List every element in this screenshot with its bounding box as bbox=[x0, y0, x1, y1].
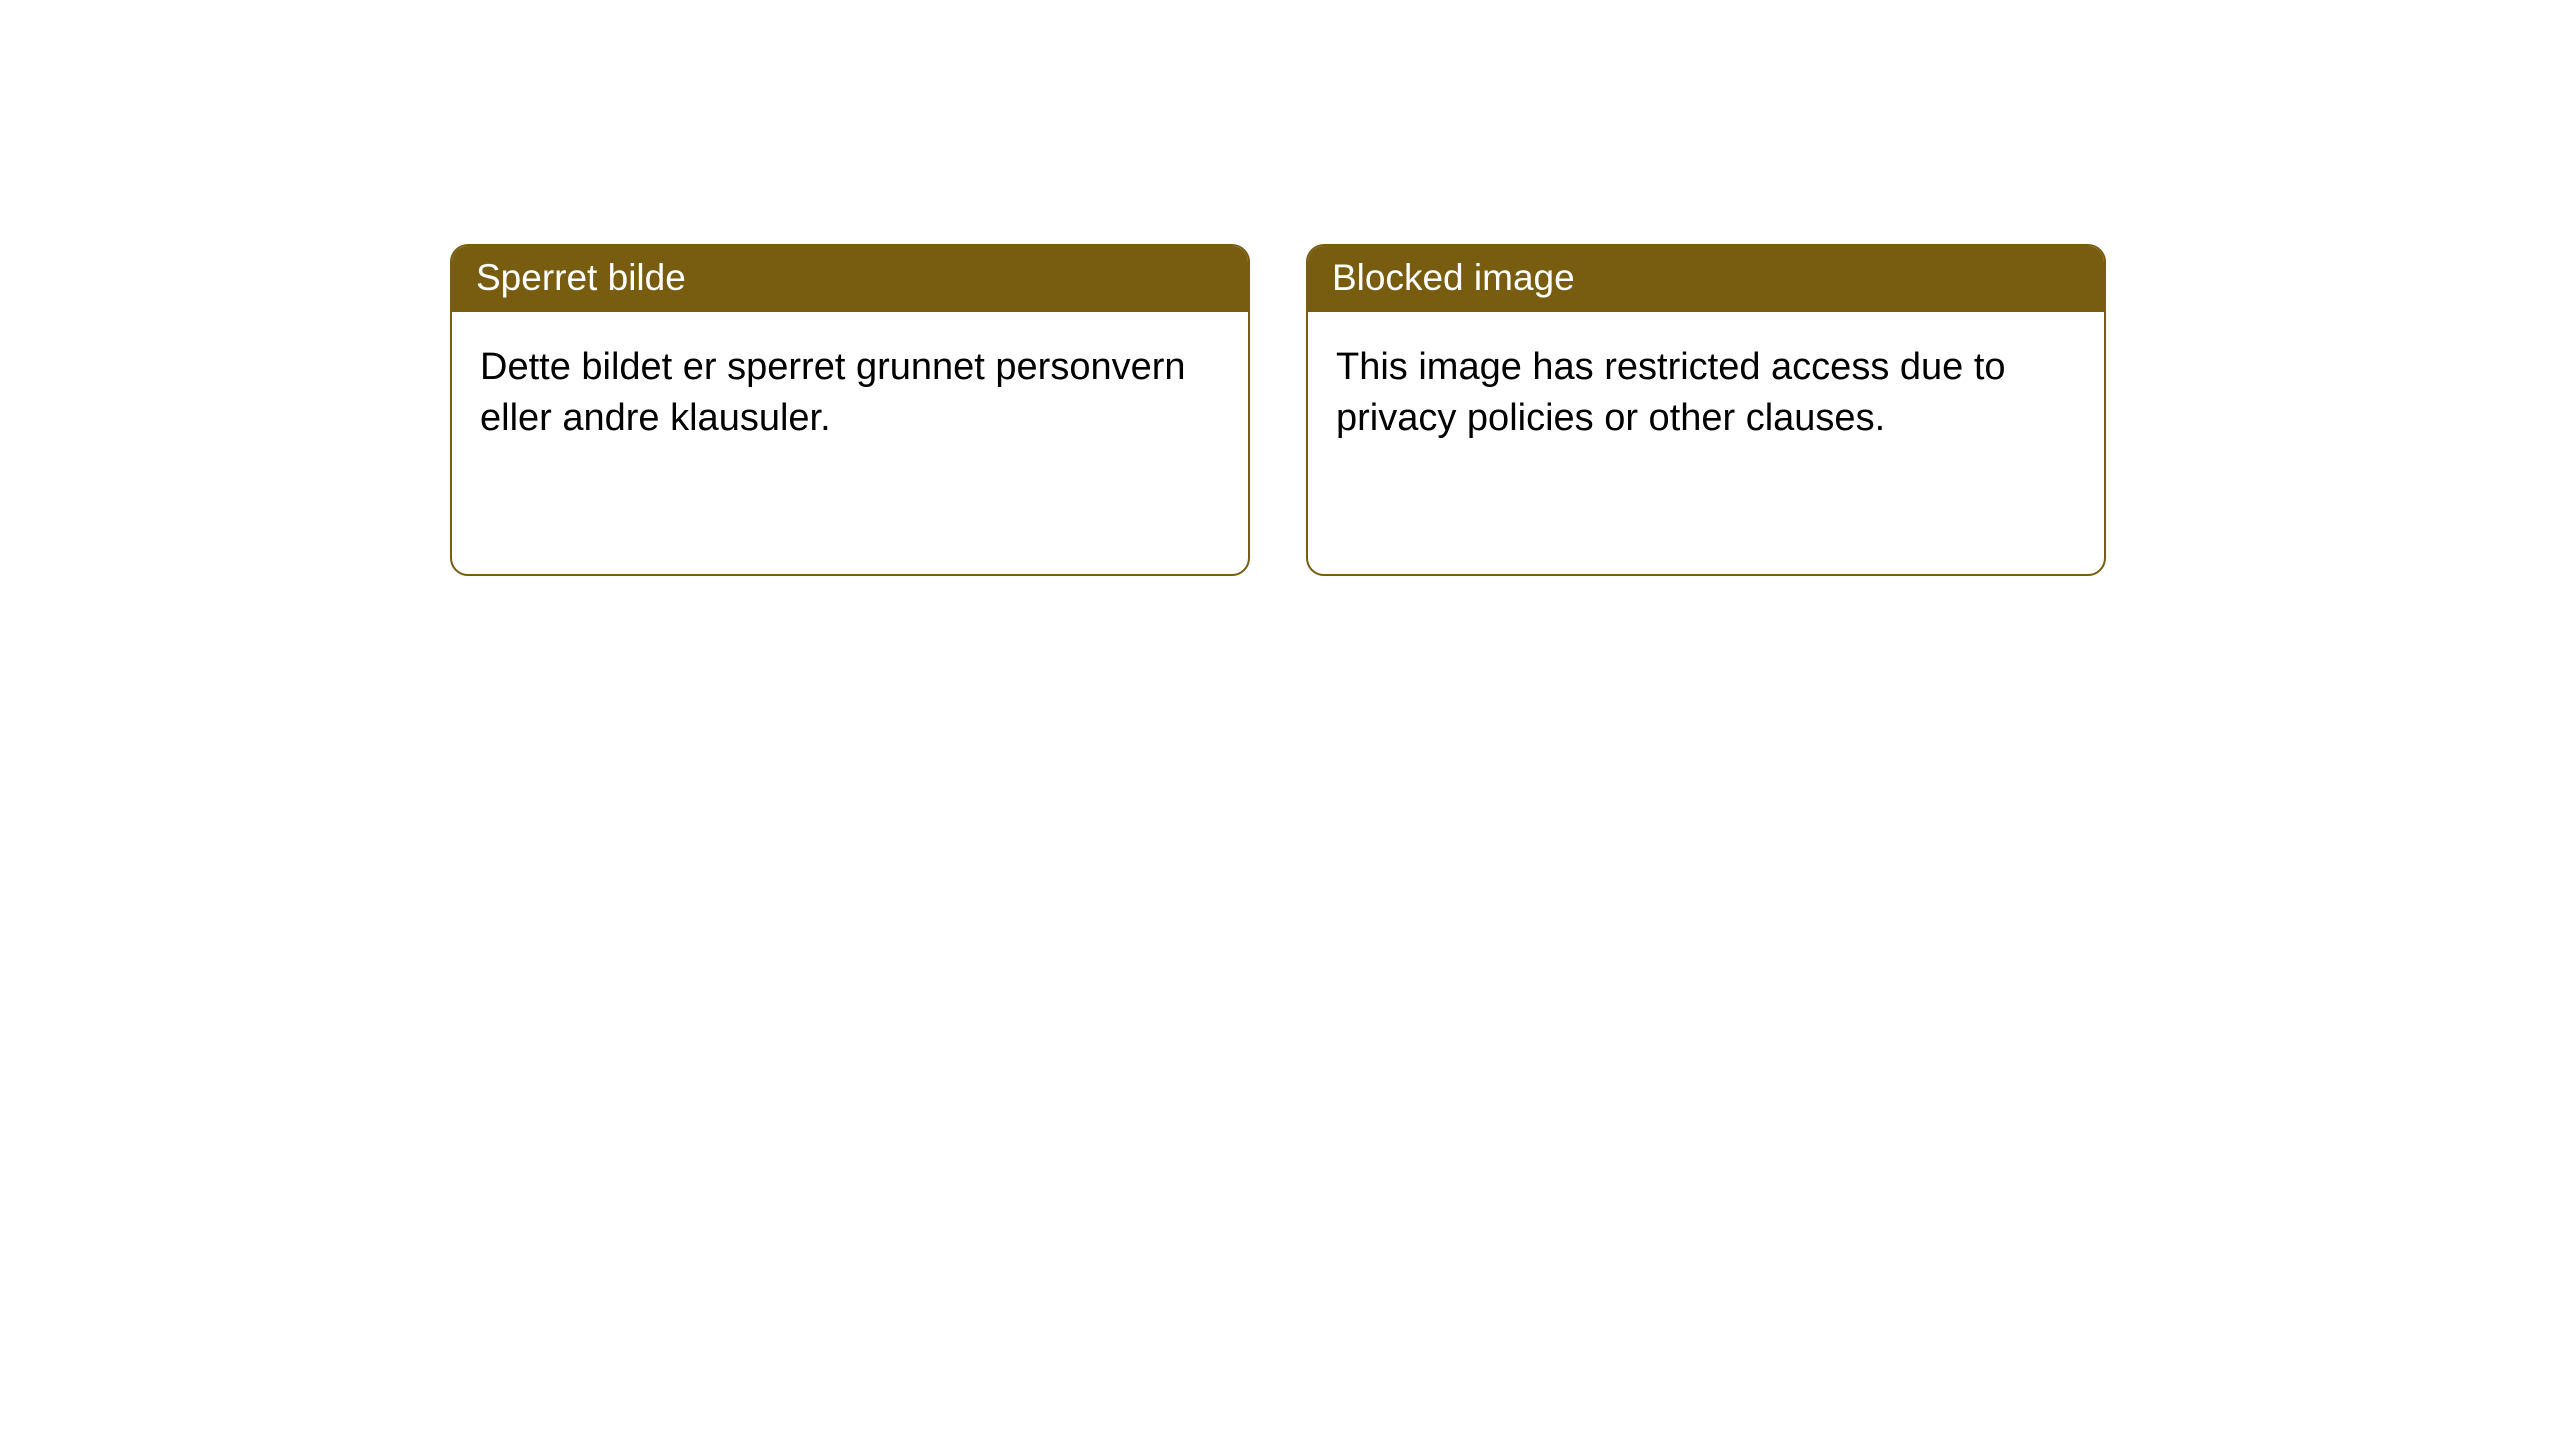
notice-body-english: This image has restricted access due to … bbox=[1308, 312, 2104, 474]
notice-box-english: Blocked image This image has restricted … bbox=[1306, 244, 2106, 576]
notice-body-norwegian: Dette bildet er sperret grunnet personve… bbox=[452, 312, 1248, 474]
notice-title-norwegian: Sperret bilde bbox=[452, 246, 1248, 312]
notice-title-english: Blocked image bbox=[1308, 246, 2104, 312]
notice-container: Sperret bilde Dette bildet er sperret gr… bbox=[0, 0, 2560, 576]
notice-box-norwegian: Sperret bilde Dette bildet er sperret gr… bbox=[450, 244, 1250, 576]
